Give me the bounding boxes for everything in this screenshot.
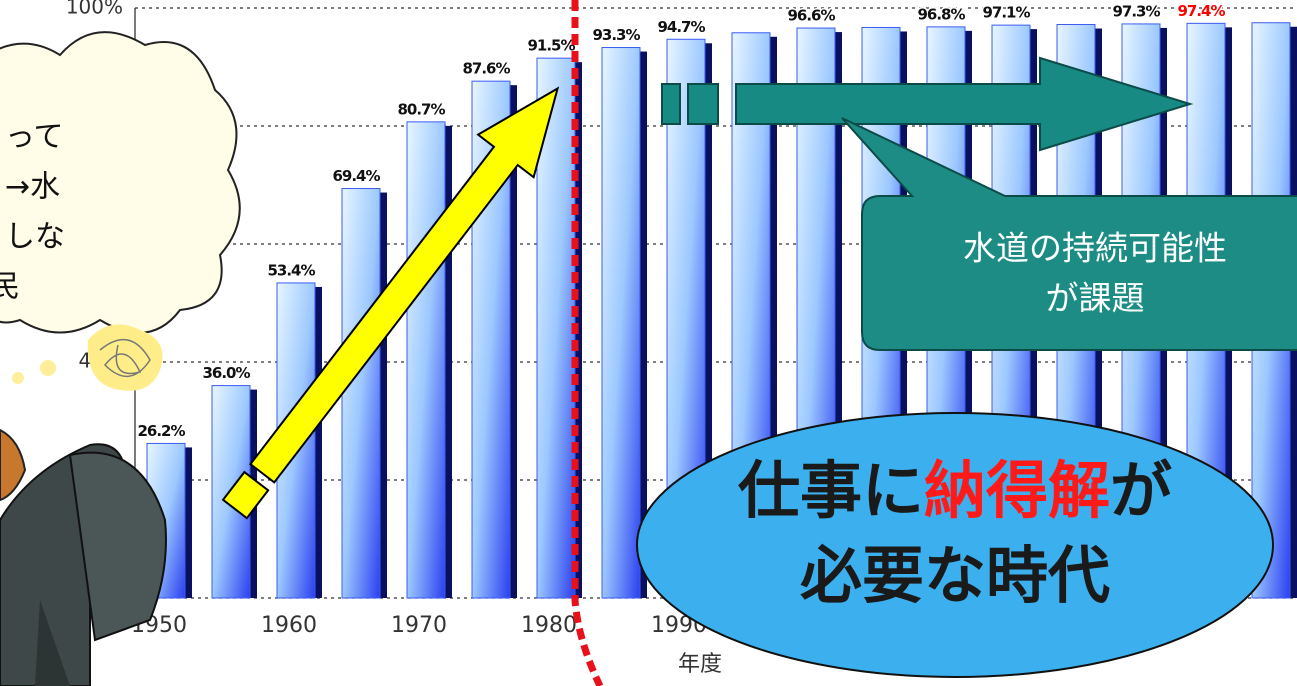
bar-shadow [378,192,387,599]
bar-shadow [183,447,192,598]
thought-text: →水 [5,170,60,205]
divider-line [571,0,604,686]
value-label: 97.4% [1177,2,1225,20]
man-figure [0,428,167,686]
value-label: 97.1% [982,4,1030,22]
yellow-arrow [221,86,560,520]
value-label: 97.3% [1112,2,1160,20]
thought-text: しな [5,220,65,255]
thought-text: って [5,120,64,155]
value-label: 69.4% [332,167,380,185]
teal-arrow [661,56,1194,152]
bar-shadow [703,43,712,598]
thought-cloud: って →水 しな 民 [0,31,241,391]
bar-shadow [443,125,452,599]
bar [406,121,446,599]
value-label: 94.7% [657,18,705,36]
x-axis-title: 年度 [678,652,722,677]
message-part: 仕事に [738,454,924,527]
bar-shadow [768,36,777,598]
bar [601,47,641,599]
value-label: 96.8% [917,5,965,23]
x-tick-label: 1960 [261,613,317,638]
x-tick-label: 1970 [391,613,447,638]
message: 仕事に納得解が 必要な時代 [636,412,1274,678]
value-label: 96.6% [787,7,835,25]
callout-text: 水道の持続可能性 [963,229,1227,268]
message-highlight: 納得解 [924,454,1110,527]
value-label: 87.6% [462,60,510,78]
message-part: が [1110,454,1172,527]
bar-shadow [638,51,647,598]
bar-shadow [833,32,842,599]
y-tick-label: 100% [66,0,123,19]
bar-shadow [508,85,517,598]
bar-shadow [313,286,322,598]
value-label: 91.5% [527,37,575,55]
bar [341,188,381,599]
thought-text: 民 [0,270,20,305]
callout-text: が課題 [1046,279,1145,318]
x-tick-label: 1980 [521,613,577,638]
callout: 水道の持続可能性 が課題 [841,117,1297,351]
bar [536,57,576,599]
value-label: 80.7% [397,100,445,118]
message-line: 仕事に納得解が [738,454,1172,527]
value-label: 53.4% [267,261,315,279]
message-line: 必要な時代 [800,539,1110,612]
value-label: 93.3% [592,26,640,44]
value-label: 36.0% [202,364,250,382]
value-label: 26.2% [137,422,185,440]
